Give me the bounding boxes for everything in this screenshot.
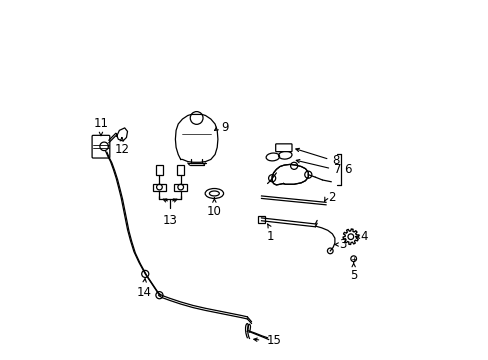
Text: 8: 8 [332,154,339,167]
Circle shape [290,162,297,169]
Polygon shape [272,165,307,185]
FancyBboxPatch shape [92,135,110,158]
Text: 10: 10 [206,205,222,218]
Circle shape [304,171,311,178]
FancyBboxPatch shape [153,184,165,191]
Text: 7: 7 [333,163,341,176]
Text: 14: 14 [137,286,152,299]
Text: 12: 12 [115,143,130,156]
Text: 15: 15 [266,334,281,347]
Text: 5: 5 [349,269,357,282]
FancyBboxPatch shape [275,144,291,152]
FancyBboxPatch shape [156,165,163,175]
Circle shape [268,175,275,182]
Text: 6: 6 [343,163,350,176]
Text: 3: 3 [339,238,346,251]
Text: 9: 9 [220,121,228,134]
Text: 4: 4 [359,230,367,243]
Text: 1: 1 [266,230,273,243]
FancyBboxPatch shape [177,165,184,175]
FancyBboxPatch shape [174,184,187,191]
Text: 13: 13 [163,214,177,227]
Text: 11: 11 [93,117,108,130]
FancyBboxPatch shape [258,216,264,223]
Text: 2: 2 [327,191,335,204]
